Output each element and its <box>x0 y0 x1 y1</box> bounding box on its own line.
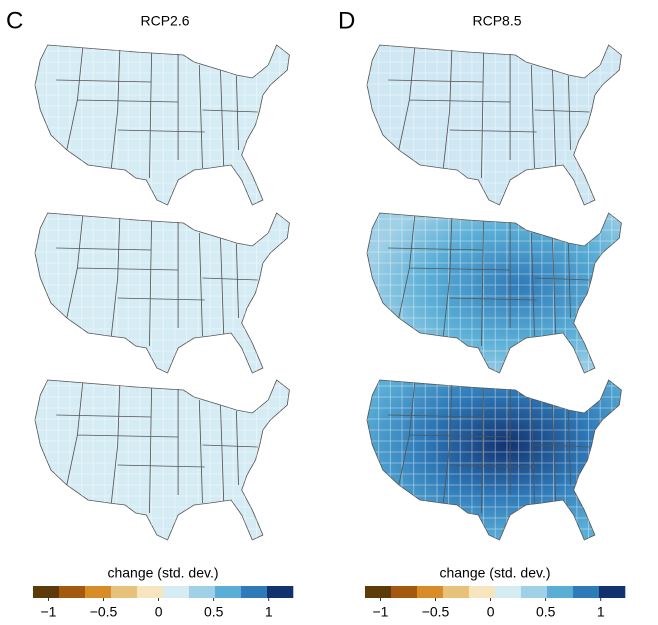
colorbar-bin <box>599 586 626 598</box>
colorbar-tick-label: 0 <box>155 604 163 620</box>
us-map <box>366 44 622 206</box>
colorbar-bin <box>391 586 418 598</box>
colorbar-bin <box>365 586 392 598</box>
us-map <box>366 379 622 541</box>
colorbar-tick-label: 0.5 <box>204 604 224 620</box>
panel: D RCP8.5 change (std. dev.) −1 −0.5 0 0.5 1 <box>338 7 626 620</box>
panel: C RCP2.6 change (std. dev.) −1 −0.5 0 0.5 1 <box>6 7 294 620</box>
us-map <box>34 212 290 374</box>
panel-letter: D <box>338 7 355 34</box>
colorbar-tick-label: 0.5 <box>536 604 556 620</box>
colorbar-bin <box>215 586 242 598</box>
grid-cells <box>367 213 622 373</box>
colorbar-tick-label: −1 <box>40 604 56 620</box>
colorbar-label: change (std. dev.) <box>107 565 218 581</box>
colorbar-label: change (std. dev.) <box>439 565 550 581</box>
colorbar-tick-label: −0.5 <box>90 604 118 620</box>
colorbar-bin <box>573 586 600 598</box>
colorbar-bin <box>267 586 294 598</box>
grid-cells <box>35 45 290 205</box>
grid-cells <box>367 380 622 540</box>
panel-title: RCP2.6 <box>140 13 189 29</box>
colorbar-bin <box>33 586 60 598</box>
colorbar-tick-label: −1 <box>372 604 388 620</box>
colorbar-bin <box>547 586 574 598</box>
colorbar-bin <box>417 586 444 598</box>
colorbar-tick-label: 1 <box>597 604 605 620</box>
colorbar-bin <box>241 586 268 598</box>
panel-letter: C <box>6 7 23 34</box>
colorbar-tick-label: 1 <box>265 604 273 620</box>
colorbar-bin <box>443 586 470 598</box>
us-map <box>34 44 290 206</box>
us-map <box>366 212 622 374</box>
colorbar-bin <box>85 586 112 598</box>
grid-cells <box>35 380 290 540</box>
grid-cells <box>367 45 622 205</box>
panel-title: RCP8.5 <box>472 13 521 29</box>
colorbar-tick-label: 0 <box>487 604 495 620</box>
grid-cells <box>35 213 290 373</box>
colorbar-bin <box>521 586 548 598</box>
colorbar-tick-label: −0.5 <box>422 604 450 620</box>
colorbar-bin <box>59 586 86 598</box>
colorbar-bin <box>495 586 522 598</box>
colorbar-bin <box>111 586 138 598</box>
maps: C RCP2.6 change (std. dev.) −1 −0.5 0 0.5 1 D RCP… <box>6 7 626 620</box>
us-map <box>34 379 290 541</box>
colorbar-bin <box>137 586 164 598</box>
colorbar-bin <box>189 586 216 598</box>
colorbar-bin <box>163 586 190 598</box>
colorbar-bin <box>469 586 496 598</box>
